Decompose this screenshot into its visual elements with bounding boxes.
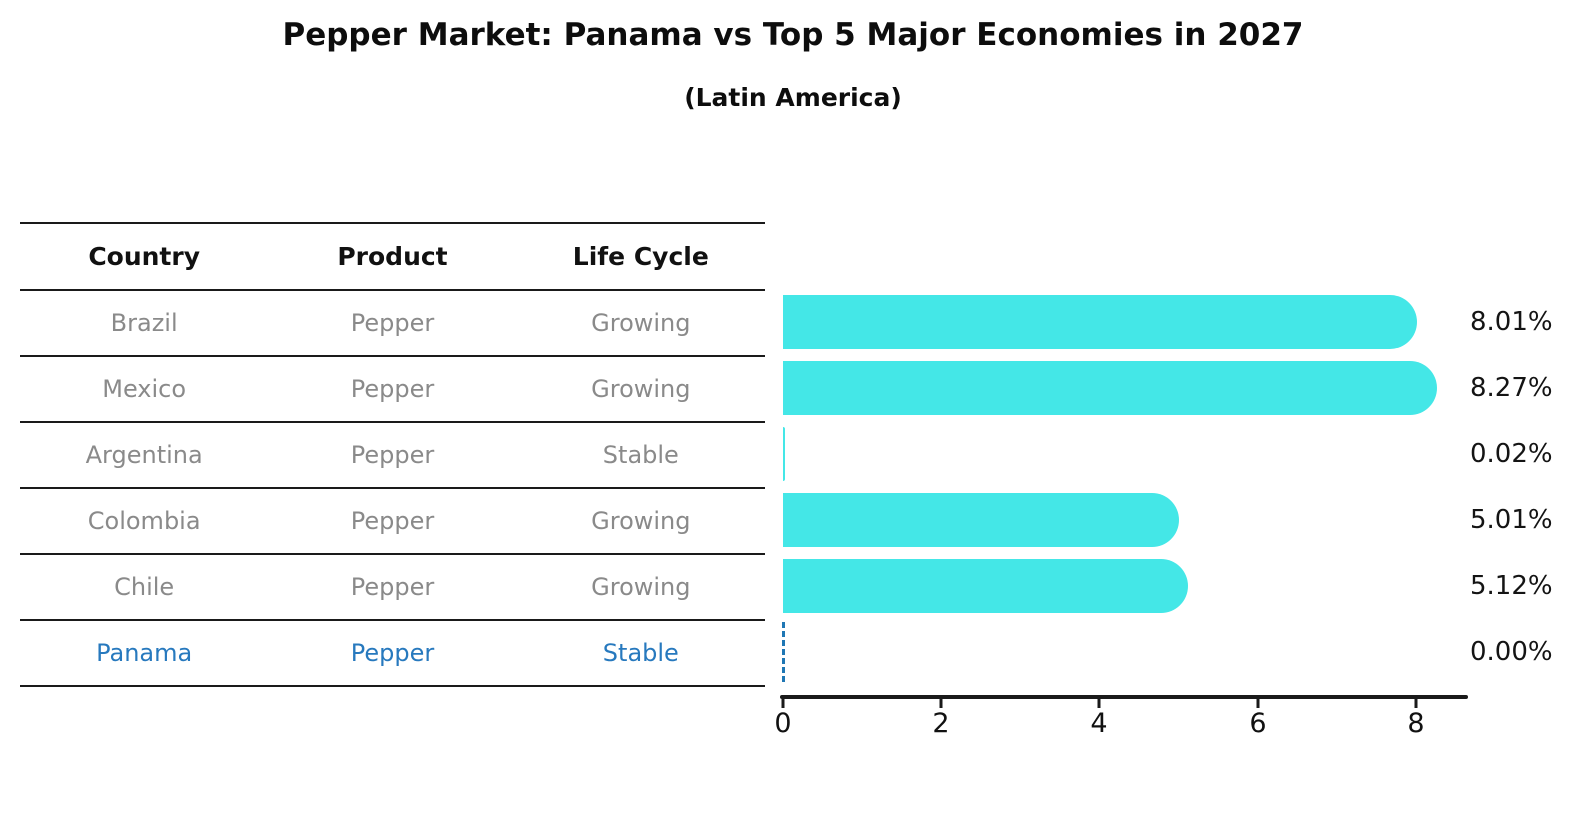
cell-country: Panama [96, 639, 193, 667]
cell-country: Chile [114, 573, 175, 601]
table-row: Colombia Pepper Growing [20, 489, 765, 555]
bar-value-label: 8.01% [1470, 307, 1553, 337]
x-axis-tick-label: 6 [1249, 708, 1267, 739]
cell-product: Pepper [350, 441, 435, 469]
bar-chart-plot-area: 0 2 4 6 8 [774, 0, 1468, 823]
zero-value-dashed-marker [782, 622, 785, 682]
x-axis-tick [1256, 699, 1260, 708]
cell-product: Pepper [350, 639, 435, 667]
x-axis-tick-label: 2 [932, 708, 950, 739]
bar-value-label: 5.01% [1470, 505, 1553, 535]
country-table: Country Product Life Cycle Brazil Pepper… [20, 222, 765, 687]
chart-title: Pepper Market: Panama vs Top 5 Major Eco… [282, 17, 1304, 53]
bar-row-chile [783, 559, 1465, 613]
bar-mexico [783, 361, 1437, 415]
chart-subtitle: (Latin America) [684, 83, 902, 112]
column-header-product: Product [337, 242, 448, 271]
bar-row-panama [782, 622, 1465, 682]
x-axis-line [780, 695, 1468, 699]
cell-life-cycle: Growing [591, 507, 691, 535]
table-header-row: Country Product Life Cycle [20, 224, 765, 291]
bar-colombia [783, 493, 1179, 547]
cell-life-cycle: Growing [591, 309, 691, 337]
table-row: Argentina Pepper Stable [20, 423, 765, 489]
cell-life-cycle: Growing [591, 573, 691, 601]
cell-product: Pepper [350, 507, 435, 535]
x-axis-tick-label: 4 [1090, 708, 1108, 739]
table-row: Mexico Pepper Growing [20, 357, 765, 423]
cell-country: Mexico [102, 375, 187, 403]
x-axis-tick-label: 8 [1407, 708, 1425, 739]
x-axis-tick [1097, 699, 1101, 708]
cell-country: Colombia [87, 507, 201, 535]
bar-value-label: 0.02% [1470, 439, 1553, 469]
bar-value-label: 8.27% [1470, 373, 1553, 403]
bar-row-brazil [783, 295, 1465, 349]
x-axis-tick [1414, 699, 1418, 708]
bar-value-label: 5.12% [1470, 571, 1553, 601]
column-header-life-cycle: Life Cycle [572, 242, 709, 271]
cell-product: Pepper [350, 375, 435, 403]
bar-value-label: 0.00% [1470, 637, 1553, 667]
x-axis-tick [781, 699, 785, 708]
cell-life-cycle: Growing [591, 375, 691, 403]
cell-product: Pepper [350, 309, 435, 337]
cell-life-cycle: Stable [602, 441, 679, 469]
bar-row-argentina [783, 427, 1465, 481]
bar-argentina [783, 427, 785, 481]
x-axis-tick [939, 699, 943, 708]
bar-row-colombia [783, 493, 1465, 547]
table-row: Chile Pepper Growing [20, 555, 765, 621]
cell-life-cycle: Stable [602, 639, 679, 667]
table-row: Brazil Pepper Growing [20, 291, 765, 357]
x-axis-tick-label: 0 [774, 708, 792, 739]
bar-row-mexico [783, 361, 1465, 415]
column-header-country: Country [88, 242, 201, 271]
bar-brazil [783, 295, 1417, 349]
cell-product: Pepper [350, 573, 435, 601]
cell-country: Argentina [85, 441, 203, 469]
cell-country: Brazil [110, 309, 178, 337]
bar-chile [783, 559, 1188, 613]
table-row-panama: Panama Pepper Stable [20, 621, 765, 687]
